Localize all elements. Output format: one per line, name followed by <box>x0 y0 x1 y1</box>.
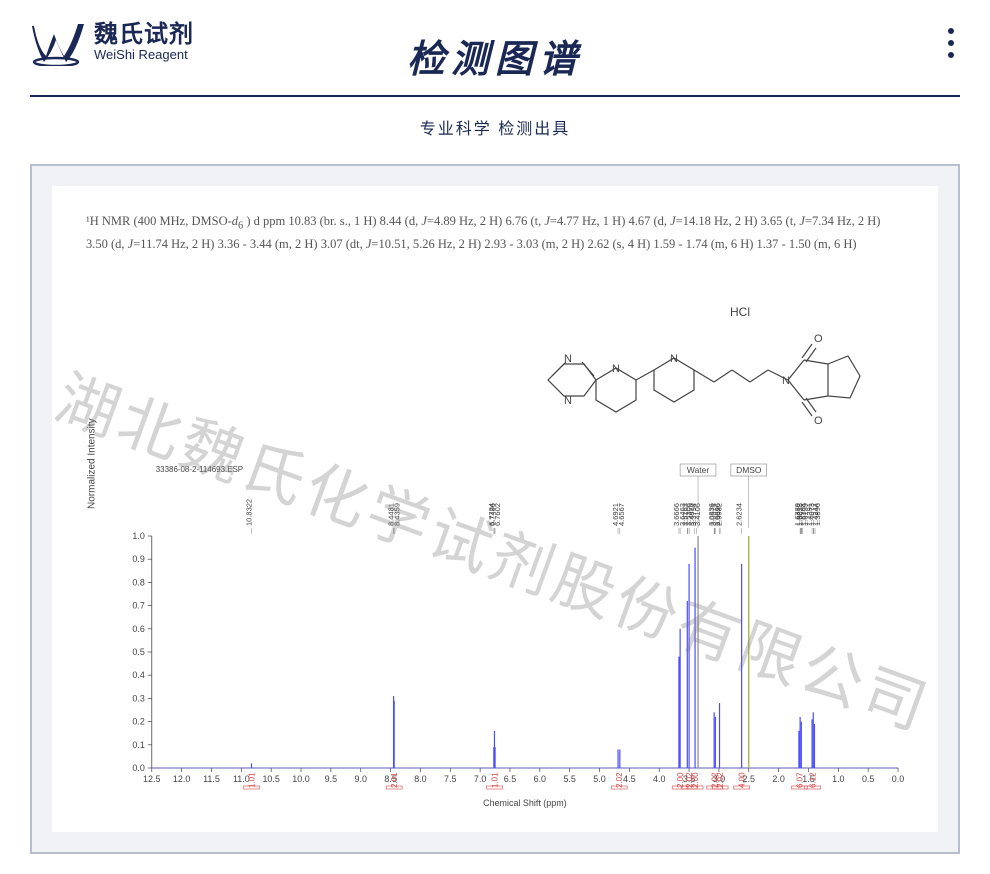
svg-text:11.5: 11.5 <box>203 774 220 784</box>
nmr-text-part: 3.50 (d, <box>86 237 128 251</box>
svg-text:3.3794: 3.3794 <box>689 503 698 526</box>
nmr-text-part: =7.34 Hz, 2 H) <box>805 214 880 228</box>
svg-text:0.0: 0.0 <box>892 774 904 784</box>
svg-text:4.0: 4.0 <box>653 774 665 784</box>
svg-text:6.7496: 6.7496 <box>488 503 497 526</box>
logo-en: WeiShi Reagent <box>94 48 194 62</box>
menu-dots-icon[interactable] <box>948 28 954 58</box>
svg-text:5.5: 5.5 <box>563 774 575 784</box>
svg-text:1.01: 1.01 <box>490 772 499 788</box>
svg-text:1.0: 1.0 <box>832 774 844 784</box>
logo: 魏氏试剂 WeiShi Reagent <box>30 18 194 66</box>
svg-text:0.3: 0.3 <box>132 693 144 703</box>
svg-text:2.02: 2.02 <box>716 772 725 788</box>
nmr-text-part: =14.18 Hz, 2 H) 3.65 (t, <box>676 214 800 228</box>
svg-text:Water: Water <box>687 465 709 475</box>
svg-text:1.01: 1.01 <box>247 772 256 788</box>
svg-text:12.5: 12.5 <box>143 774 160 784</box>
nmr-text-part: =4.89 Hz, 2 H) 6.76 (t, <box>427 214 544 228</box>
svg-text:0.5: 0.5 <box>862 774 874 784</box>
svg-text:DMSO: DMSO <box>736 465 762 475</box>
nmr-text-part: ¹H NMR (400 MHz, DMSO- <box>86 214 232 228</box>
svg-text:1.3896: 1.3896 <box>813 503 822 526</box>
svg-text:1.6035: 1.6035 <box>796 503 805 526</box>
svg-text:33386-08-2-114693.ESP: 33386-08-2-114693.ESP <box>156 465 243 474</box>
subtitle: 专业科学 检测出具 <box>0 115 990 139</box>
spectrum-panel: ¹H NMR (400 MHz, DMSO-d6 ) d ppm 10.83 (… <box>52 186 938 832</box>
svg-text:7.5: 7.5 <box>444 774 456 784</box>
svg-text:5.0: 5.0 <box>593 774 605 784</box>
logo-mark <box>30 18 88 66</box>
svg-text:0.0: 0.0 <box>132 763 144 773</box>
header: 魏氏试剂 WeiShi Reagent 检测图谱 专业科学 检测出具 <box>0 0 990 140</box>
svg-text:N: N <box>564 395 572 407</box>
svg-text:0.2: 0.2 <box>132 717 144 727</box>
y-axis-title: Normalized Intensity <box>87 418 98 509</box>
svg-text:6.07: 6.07 <box>796 772 805 788</box>
svg-text:0.5: 0.5 <box>132 647 144 657</box>
svg-text:0.9: 0.9 <box>132 554 144 564</box>
nmr-description: ¹H NMR (400 MHz, DMSO-d6 ) d ppm 10.83 (… <box>86 212 904 254</box>
svg-text:N: N <box>564 353 572 365</box>
svg-text:O: O <box>814 415 823 427</box>
svg-text:9.0: 9.0 <box>355 774 367 784</box>
logo-cn: 魏氏试剂 <box>94 22 194 48</box>
header-divider <box>30 95 960 97</box>
nmr-plot: 33386-08-2-114693.ESP 0.0 0.1 0.2 0.3 0.4 0.5 0… <box>108 458 904 810</box>
svg-text:N: N <box>782 375 790 387</box>
svg-text:2.01: 2.01 <box>390 772 399 788</box>
svg-text:9.5: 9.5 <box>325 774 337 784</box>
svg-text:4.5: 4.5 <box>623 774 635 784</box>
svg-text:2.00: 2.00 <box>691 772 700 788</box>
svg-text:2.9826: 2.9826 <box>713 503 722 526</box>
svg-text:Chemical Shift (ppm): Chemical Shift (ppm) <box>483 798 567 808</box>
svg-text:6.0: 6.0 <box>534 774 546 784</box>
svg-text:10.8322: 10.8322 <box>244 499 253 526</box>
svg-text:O: O <box>814 333 823 345</box>
nmr-text-part: =4.77 Hz, 1 H) 4.67 (d, <box>550 214 670 228</box>
svg-text:N: N <box>670 353 678 365</box>
svg-text:8.4359: 8.4359 <box>393 503 402 526</box>
svg-text:8.0: 8.0 <box>414 774 426 784</box>
svg-text:HCl: HCl <box>730 305 750 319</box>
svg-text:10.5: 10.5 <box>262 774 279 784</box>
svg-text:0.7: 0.7 <box>132 601 144 611</box>
svg-text:2.02: 2.02 <box>615 772 624 788</box>
svg-text:2.6234: 2.6234 <box>735 503 744 526</box>
svg-text:0.6: 0.6 <box>132 624 144 634</box>
svg-text:4.00: 4.00 <box>738 772 747 788</box>
svg-text:0.1: 0.1 <box>132 740 144 750</box>
nmr-text-part: ) d ppm 10.83 (br. s., 1 H) 8.44 (d, <box>243 214 421 228</box>
svg-text:12.0: 12.0 <box>173 774 190 784</box>
svg-text:6.12: 6.12 <box>809 772 818 788</box>
spectrum-card: ¹H NMR (400 MHz, DMSO-d6 ) d ppm 10.83 (… <box>30 164 960 854</box>
svg-text:7.0: 7.0 <box>474 774 486 784</box>
svg-text:0.4: 0.4 <box>132 670 144 680</box>
svg-text:0.8: 0.8 <box>132 577 144 587</box>
svg-text:1.0: 1.0 <box>132 531 144 541</box>
logo-text: 魏氏试剂 WeiShi Reagent <box>94 22 194 63</box>
svg-text:4.6567: 4.6567 <box>617 503 626 526</box>
svg-text:2.00: 2.00 <box>676 772 685 788</box>
svg-text:N: N <box>612 363 620 375</box>
nmr-text-part: =10.51, 5.26 Hz, 2 H) 2.93 - 3.03 (m, 2 … <box>371 237 856 251</box>
chemical-structure: N N N N N O O HCl <box>536 272 876 470</box>
svg-text:6.5: 6.5 <box>504 774 516 784</box>
nmr-text-part: =11.74 Hz, 2 H) 3.36 - 3.44 (m, 2 H) 3.0… <box>133 237 366 251</box>
svg-text:10.0: 10.0 <box>292 774 309 784</box>
svg-text:2.0: 2.0 <box>772 774 784 784</box>
